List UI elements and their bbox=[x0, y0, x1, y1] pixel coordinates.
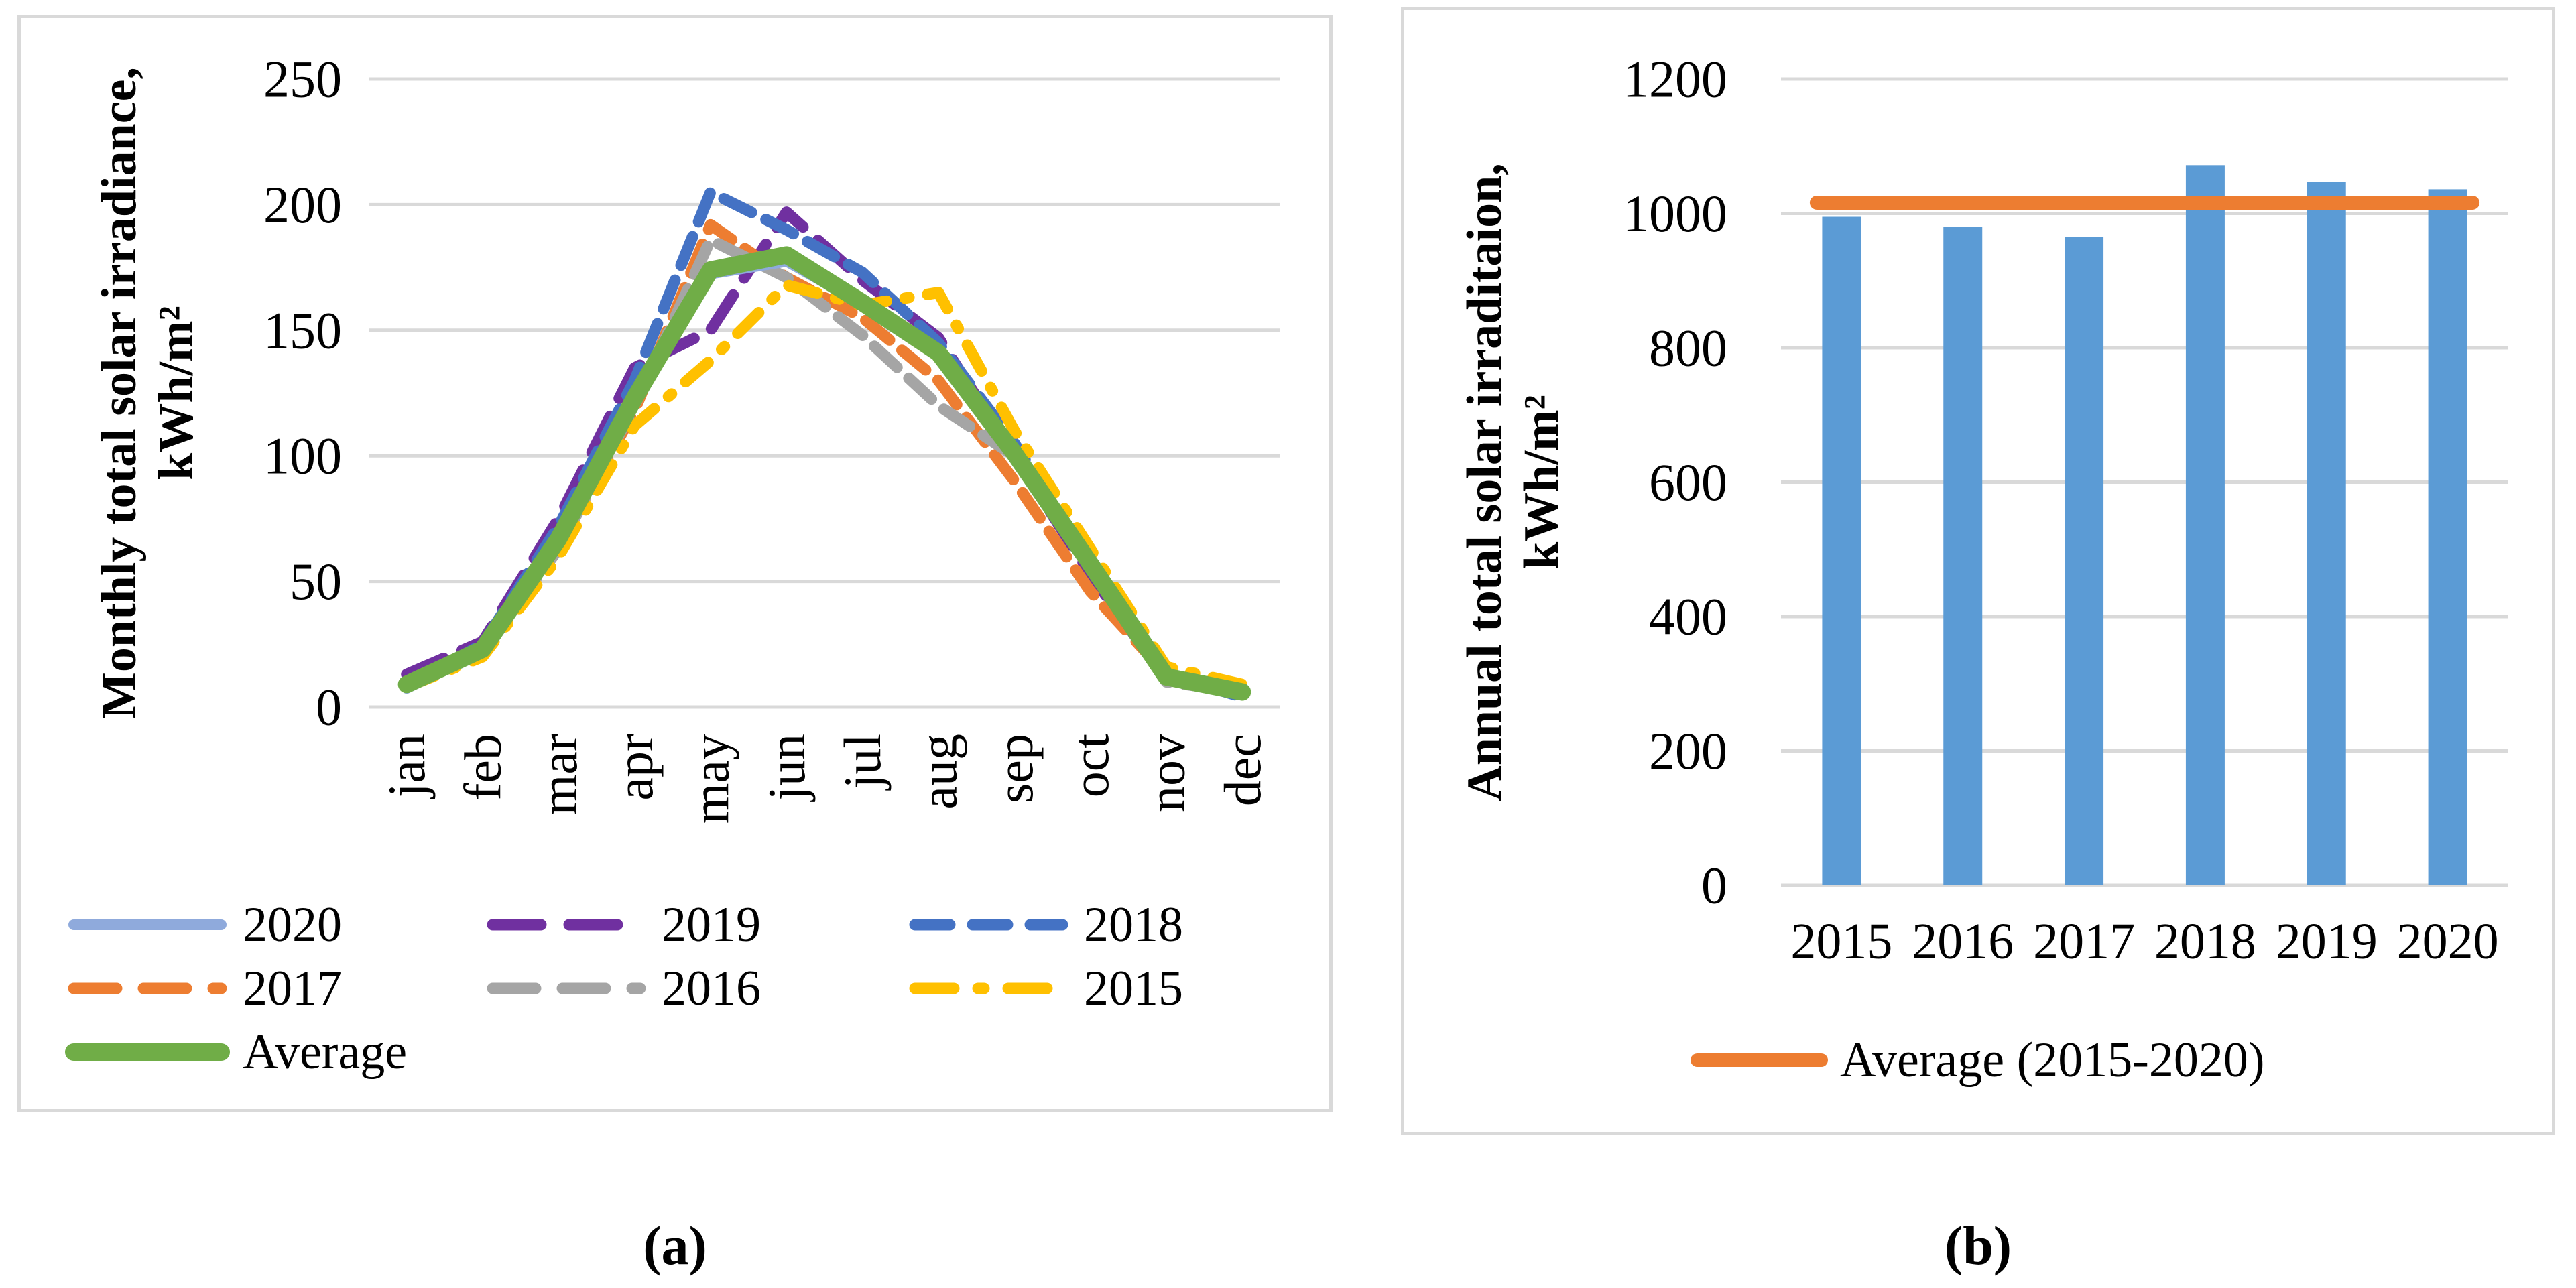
y-tick-a-150: 150 bbox=[263, 301, 342, 359]
legend-label-2015: 2015 bbox=[1084, 961, 1183, 1016]
x-tick-a-aug: aug bbox=[910, 734, 968, 810]
bar-2020 bbox=[2428, 189, 2467, 885]
bar-2017 bbox=[2065, 237, 2104, 885]
caption-a: (a) bbox=[643, 1215, 707, 1276]
y-tick-a-200: 200 bbox=[263, 176, 342, 234]
x-tick-a-jun: jun bbox=[757, 734, 816, 803]
bar-2015 bbox=[1822, 216, 1861, 885]
legend-item-average-2015-2020: Average (2015-2020) bbox=[1691, 1033, 2265, 1088]
x-tick-b-2017: 2017 bbox=[2033, 913, 2135, 970]
bar-2018 bbox=[2185, 165, 2225, 885]
legend-item-2019: 2019 bbox=[487, 897, 761, 952]
x-tick-a-nov: nov bbox=[1138, 734, 1196, 812]
legend-item-2017: 2017 bbox=[68, 961, 342, 1016]
legend-label-2017: 2017 bbox=[243, 961, 342, 1016]
monthly-irradiance-line-chart: 0 50 100 150 200 250 jan feb mar apr may jun jul aug s… bbox=[65, 50, 1280, 1080]
caption-b: (b) bbox=[1944, 1215, 2012, 1276]
legend-label-2018: 2018 bbox=[1084, 897, 1183, 952]
x-tick-b-2015: 2015 bbox=[1790, 913, 1892, 970]
y-axis-title-b-line2: kWh/m² bbox=[1514, 395, 1569, 570]
bar-2016 bbox=[1943, 227, 1983, 885]
y-axis-title-b-line1: Annual total solar irraditaion, bbox=[1457, 163, 1512, 801]
legend-item-2020: 2020 bbox=[68, 897, 342, 952]
legend-label-average: Average bbox=[243, 1025, 407, 1080]
y-tick-a-50: 50 bbox=[290, 552, 342, 610]
x-tick-a-mar: mar bbox=[530, 734, 588, 815]
series-line-average bbox=[397, 246, 1251, 701]
y-tick-b-400: 400 bbox=[1649, 588, 1727, 646]
y-tick-b-200: 200 bbox=[1649, 722, 1727, 780]
x-tick-b-2020: 2020 bbox=[2397, 913, 2499, 970]
x-tick-a-jan: jan bbox=[377, 734, 436, 799]
bar-2019 bbox=[2307, 182, 2346, 885]
legend-item-average: Average bbox=[65, 1025, 407, 1080]
panel-annual-irradiation-chart: 0 200 400 600 800 1000 1200 2015 2016 2017 2018 201… bbox=[1401, 7, 2555, 1135]
legend-item-2015: 2015 bbox=[909, 961, 1183, 1016]
legend-label-2020: 2020 bbox=[243, 897, 342, 952]
y-tick-b-600: 600 bbox=[1649, 453, 1727, 511]
legend-label-2019: 2019 bbox=[662, 897, 761, 952]
y-tick-b-800: 800 bbox=[1649, 319, 1727, 377]
y-tick-a-0: 0 bbox=[316, 678, 342, 736]
y-axis-title-a-line1: Monthly total solar irradiance, bbox=[92, 67, 147, 719]
x-tick-a-apr: apr bbox=[605, 734, 664, 801]
legend-label-2016: 2016 bbox=[662, 961, 761, 1016]
x-tick-a-jul: jul bbox=[833, 734, 892, 791]
legend-label-average-2015-2020: Average (2015-2020) bbox=[1840, 1033, 2265, 1088]
x-tick-b-2018: 2018 bbox=[2154, 913, 2256, 970]
x-tick-a-may: may bbox=[682, 734, 740, 824]
x-tick-a-feb: feb bbox=[454, 734, 512, 801]
panel-monthly-irradiance-chart: 0 50 100 150 200 250 jan feb mar apr may jun jul aug s… bbox=[17, 15, 1333, 1112]
annual-irradiation-bar-chart: 0 200 400 600 800 1000 1200 2015 2016 2017 2018 201… bbox=[1457, 50, 2508, 1088]
y-tick-b-1000: 1000 bbox=[1623, 184, 1727, 243]
x-tick-a-dec: dec bbox=[1213, 734, 1272, 806]
y-tick-a-100: 100 bbox=[263, 427, 342, 485]
x-tick-b-2016: 2016 bbox=[1912, 913, 2014, 970]
y-tick-b-0: 0 bbox=[1701, 856, 1727, 915]
legend-item-2018: 2018 bbox=[909, 897, 1183, 952]
y-axis-title-a-line2: kWh/m² bbox=[149, 306, 204, 480]
y-tick-a-250: 250 bbox=[263, 50, 342, 109]
x-tick-a-sep: sep bbox=[985, 734, 1044, 803]
y-tick-b-1200: 1200 bbox=[1623, 50, 1727, 109]
legend-item-2016: 2016 bbox=[487, 961, 761, 1016]
x-tick-a-oct: oct bbox=[1061, 734, 1119, 798]
x-tick-b-2019: 2019 bbox=[2276, 913, 2378, 970]
